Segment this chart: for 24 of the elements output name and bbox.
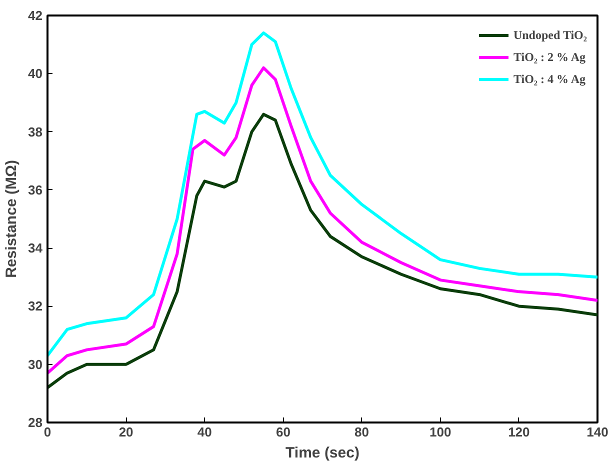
y-axis-title: Resistance (MΩ) bbox=[3, 160, 20, 278]
x-tick-label: 40 bbox=[197, 424, 212, 440]
x-axis-title: Time (sec) bbox=[286, 444, 360, 462]
x-tick-label: 100 bbox=[430, 424, 452, 440]
legend-label: TiO₂ : 4 % Ag bbox=[513, 72, 586, 86]
legend-label: Undoped TiO₂ bbox=[513, 28, 587, 42]
x-tick-label: 60 bbox=[276, 424, 290, 440]
y-tick-label: 28 bbox=[28, 415, 43, 430]
x-tick-label: 0 bbox=[44, 424, 52, 440]
y-tick-label: 32 bbox=[28, 298, 43, 314]
legend-label: TiO₂ : 2 % Ag bbox=[513, 50, 586, 64]
x-tick-label: 140 bbox=[586, 424, 608, 440]
y-tick-label: 42 bbox=[28, 8, 43, 23]
line-series bbox=[48, 112, 598, 390]
line-series bbox=[48, 31, 598, 358]
x-tick-label: 120 bbox=[508, 424, 530, 440]
x-tick-label: 20 bbox=[118, 424, 134, 440]
y-tick-label: 40 bbox=[28, 66, 43, 82]
line-series bbox=[48, 66, 598, 375]
y-tick-label: 30 bbox=[28, 356, 43, 372]
y-tick-label: 34 bbox=[28, 240, 44, 256]
y-tick-label: 38 bbox=[28, 124, 43, 140]
y-tick-label: 36 bbox=[28, 182, 43, 198]
x-tick-label: 80 bbox=[354, 424, 370, 440]
